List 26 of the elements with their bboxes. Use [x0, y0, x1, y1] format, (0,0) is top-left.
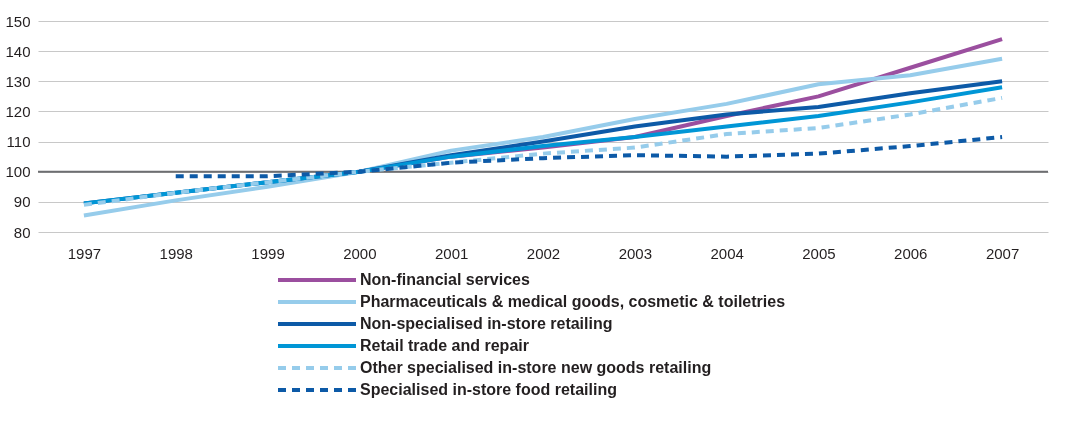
x-tick-label: 1999 [251, 244, 285, 262]
x-tick-label: 2007 [985, 244, 1020, 262]
legend-label: Specialised in-store food retailing [360, 381, 617, 398]
y-tick-label: 140 [5, 42, 31, 60]
y-tick-label: 110 [6, 133, 31, 151]
y-tick-label: 150 [5, 12, 31, 30]
y-tick-label: 80 [13, 223, 31, 241]
x-tick-label: 1997 [67, 244, 102, 262]
x-tick-label: 2003 [618, 244, 653, 262]
y-tick-label: 120 [5, 102, 31, 120]
x-tick-label: 1998 [159, 244, 193, 262]
line-series [81, 56, 1005, 218]
x-tick-label: 2006 [894, 244, 928, 262]
legend-label: Retail trade and repair [360, 337, 529, 354]
legend-label: Pharmaceuticals & medical goods, cosmetic & toiletries [360, 293, 786, 310]
legend-label: Non-specialised in-store retailing [360, 315, 613, 332]
legend-label: Other specialised in-store new goods retailing [360, 359, 712, 376]
legend-label: Non-financial services [360, 271, 530, 288]
y-tick-label: 100 [5, 163, 31, 181]
x-tick-label: 2000 [343, 244, 377, 262]
x-tick-label: 2005 [802, 244, 836, 262]
y-tick-label: 90 [13, 193, 31, 211]
y-tick-label: 130 [5, 72, 31, 90]
x-tick-label: 2001 [434, 244, 469, 262]
x-tick-label: 2002 [526, 244, 561, 262]
x-tick-label: 2004 [710, 244, 744, 262]
